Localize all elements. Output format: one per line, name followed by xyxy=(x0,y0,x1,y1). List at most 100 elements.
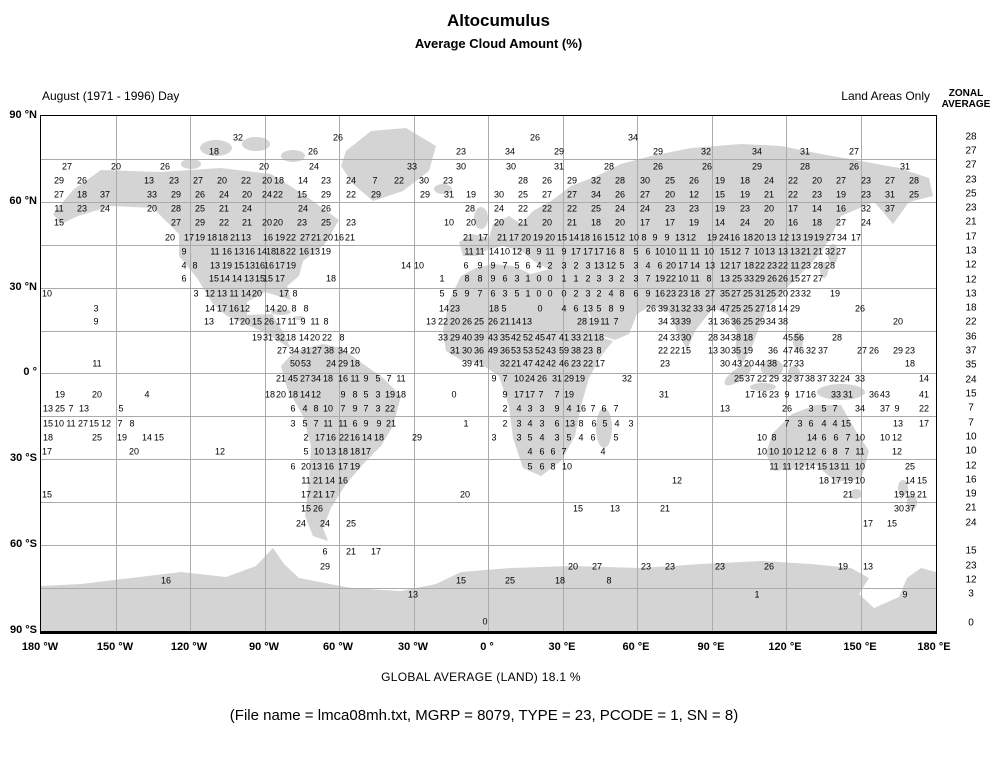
cell-value: 25 xyxy=(730,303,742,314)
cell-value: 25 xyxy=(504,575,516,586)
cell-value: 16 xyxy=(605,246,617,257)
cell-value: 29 xyxy=(370,189,382,200)
cell-value: 18 xyxy=(742,232,754,243)
cell-value: 10 xyxy=(322,403,334,414)
cell-value: 41 xyxy=(558,332,570,343)
cell-value: 18 xyxy=(217,232,229,243)
cell-value: 19 xyxy=(532,232,544,243)
cell-value: 47 xyxy=(545,332,557,343)
cell-value: 16 xyxy=(263,260,275,271)
cell-value: 2 xyxy=(502,418,508,429)
cell-value: 8 xyxy=(323,316,329,327)
cell-value: 4 xyxy=(539,432,545,443)
period-label: August (1971 - 1996) Day xyxy=(42,89,180,103)
cell-value: 21 xyxy=(229,232,241,243)
cell-value: 27 xyxy=(848,146,860,157)
cell-value: 18 xyxy=(325,273,337,284)
cell-value: 3 xyxy=(375,389,381,400)
cell-value: 12 xyxy=(100,418,112,429)
cell-value: 5 xyxy=(375,373,381,384)
cell-value: 20 xyxy=(811,175,823,186)
cell-value: 7 xyxy=(613,316,619,327)
cell-value: 15 xyxy=(251,316,263,327)
cell-value: 16 xyxy=(298,246,310,257)
cell-value: 13 xyxy=(521,316,533,327)
cell-value: 3 xyxy=(375,403,381,414)
cell-value: 19 xyxy=(654,273,666,284)
cell-value: 8 xyxy=(606,575,612,586)
cell-value: 14 xyxy=(438,303,450,314)
cell-value: 10 xyxy=(413,260,425,271)
cell-value: 20 xyxy=(763,203,775,214)
cell-value: 20 xyxy=(520,232,532,243)
cell-value: 10 xyxy=(313,446,325,457)
cell-value: 11 xyxy=(301,475,311,486)
cell-value: 0 xyxy=(536,288,542,299)
cell-value: 4 xyxy=(527,418,533,429)
cell-value: 22 xyxy=(582,358,594,369)
cell-value: 2 xyxy=(573,260,579,271)
cell-value: 20 xyxy=(258,161,270,172)
cell-value: 11 xyxy=(855,446,865,457)
cell-value: 15 xyxy=(53,217,65,228)
cell-value: 17 xyxy=(918,418,930,429)
cell-value: 25 xyxy=(908,189,920,200)
zonal-average-value: 0 xyxy=(968,617,974,629)
cell-value: 31 xyxy=(262,332,274,343)
cell-value: 32 xyxy=(824,246,836,257)
cell-value: 6 xyxy=(833,432,839,443)
cell-value: 13 xyxy=(42,403,54,414)
cell-value: 15 xyxy=(455,575,467,586)
cell-value: 13 xyxy=(243,273,255,284)
cell-value: 18 xyxy=(208,146,220,157)
cell-value: 9 xyxy=(902,589,908,600)
cell-value: 16 xyxy=(835,203,847,214)
cell-value: 18 xyxy=(42,432,54,443)
cell-value: 10 xyxy=(513,373,525,384)
cell-value: 12 xyxy=(793,461,805,472)
cell-value: 13 xyxy=(209,260,221,271)
cell-value: 3 xyxy=(527,403,533,414)
cell-value: 32 xyxy=(590,175,602,186)
cell-value: 34 xyxy=(337,345,349,356)
cell-value: 21 xyxy=(916,489,928,500)
cell-value: 29 xyxy=(754,316,766,327)
cell-value: 23 xyxy=(570,358,582,369)
cell-value: 13 xyxy=(674,232,686,243)
cell-value: 26 xyxy=(159,161,171,172)
cell-value: 13 xyxy=(233,246,245,257)
cell-value: 14 xyxy=(777,303,789,314)
cell-value: 24 xyxy=(639,203,651,214)
cell-value: 19 xyxy=(842,475,854,486)
cell-value: 2 xyxy=(502,403,508,414)
cell-value: 33 xyxy=(146,189,158,200)
cell-value: 29 xyxy=(563,373,575,384)
grid-line-horizontal xyxy=(41,588,936,589)
cell-value: 33 xyxy=(669,332,681,343)
cell-value: 20 xyxy=(753,232,765,243)
cell-value: 27 xyxy=(704,288,716,299)
lat-tick-label: 30 °S xyxy=(9,452,37,464)
cell-value: 14 xyxy=(264,303,276,314)
cell-value: 38 xyxy=(730,332,742,343)
cell-value: 15 xyxy=(603,232,615,243)
cell-value: 24 xyxy=(493,203,505,214)
cell-value: 23 xyxy=(168,175,180,186)
cell-value: 7 xyxy=(386,373,392,384)
cell-value: 29 xyxy=(53,175,65,186)
lat-tick-label: 90 °N xyxy=(9,109,37,121)
cell-value: 13 xyxy=(777,246,789,257)
cell-value: 52 xyxy=(534,345,546,356)
cell-value: 8 xyxy=(578,418,584,429)
cell-value: 26 xyxy=(194,189,206,200)
grid-line-horizontal xyxy=(41,416,936,417)
grid-line-horizontal xyxy=(41,245,936,246)
cell-value: 19 xyxy=(574,373,586,384)
cell-value: 24 xyxy=(860,217,872,228)
cell-value: 24 xyxy=(295,518,307,529)
cell-value: 9 xyxy=(93,316,99,327)
cell-value: 11 xyxy=(678,246,688,257)
cell-value: 23 xyxy=(811,189,823,200)
coverage-label: Land Areas Only xyxy=(841,89,930,103)
zonal-average-value: 10 xyxy=(965,445,977,457)
